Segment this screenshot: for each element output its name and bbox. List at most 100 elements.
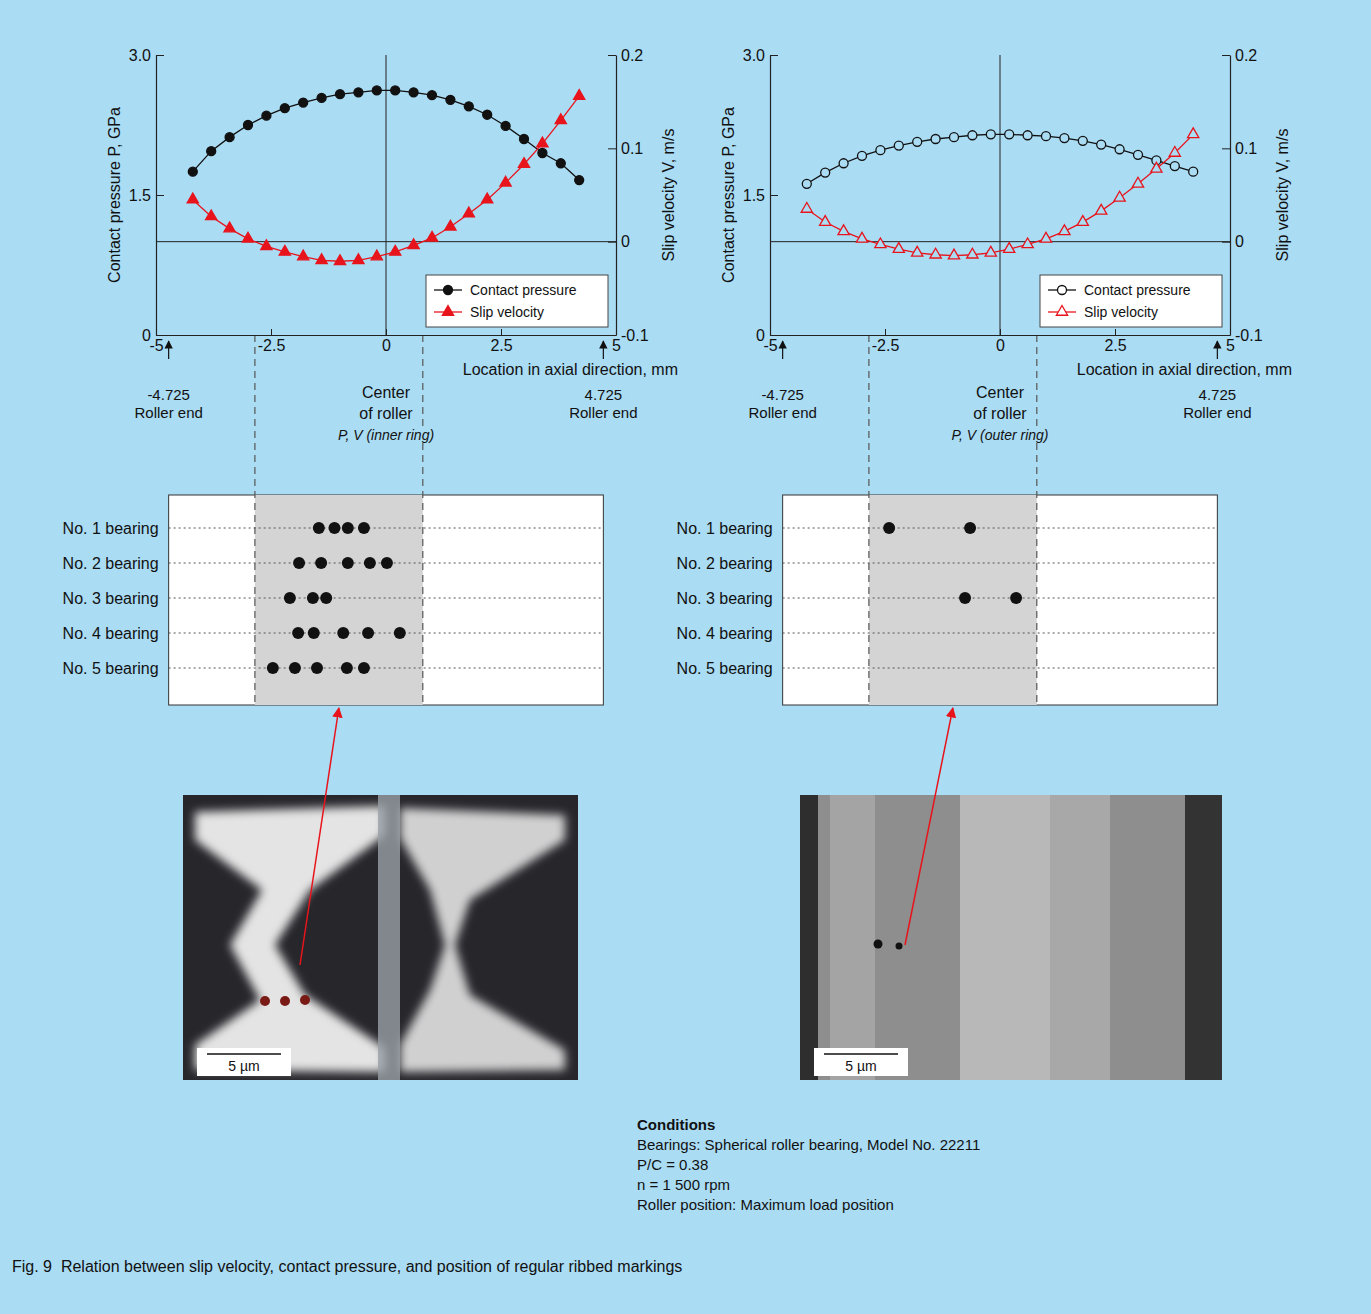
text-patch [974,384,1027,401]
tick-mark [1222,335,1230,336]
annotation: Roller end [1183,404,1251,421]
tick-mark [608,148,616,149]
point [334,255,345,265]
row-label: No. 3 bearing [677,590,773,607]
marking-dot [358,522,370,534]
point [1170,162,1179,171]
chart: No. 1 bearingNo. 2 bearingNo. 3 bearingN… [677,47,1294,705]
tick: 0 [142,327,164,344]
point [1077,216,1088,226]
tick-mark [608,335,616,336]
axis-line [771,335,1231,336]
annotation: Center [976,384,1025,401]
legend-box [426,275,608,327]
axis-title: Slip velocity V, m/s [660,129,677,262]
tick-label: 2.5 [1104,337,1126,354]
tick-label: 3.0 [743,47,765,64]
marking-dot [381,557,393,569]
point [188,167,197,176]
point [279,245,290,255]
photo-shape [280,996,290,1006]
text-patch [567,404,639,421]
row-line [783,528,1218,529]
marking-dot [320,592,332,604]
point [876,146,885,155]
tick-label: 1.5 [129,187,151,204]
point [483,110,492,119]
row-label: No. 2 bearing [677,555,773,572]
tick-mark [608,55,616,56]
text-patch [132,404,204,421]
point [518,158,529,168]
markings-panel [169,495,604,705]
point [224,222,235,232]
point [187,193,198,203]
series-line [193,90,579,180]
photo [800,795,1222,1080]
photo-shape [800,795,818,1080]
tick: 2.5 [490,329,512,354]
point [446,95,455,104]
conditions-title: Conditions [637,1116,715,1133]
point [1059,225,1070,235]
point [501,121,510,130]
point [985,246,996,256]
point [1022,238,1033,248]
point [299,98,308,107]
point [1115,145,1124,154]
photo-shape [300,995,310,1005]
tick: -2.5 [258,329,286,354]
axis-title: Location in axial direction, mm [1077,361,1292,378]
tick-label: -0.1 [1235,327,1263,344]
marking-dot [341,662,353,674]
point [464,102,473,111]
marking-zone [869,495,1037,705]
text-patch [583,386,625,403]
point [1188,128,1199,138]
axis-line [157,335,617,336]
legend-marker [444,286,453,295]
axis-line [616,56,617,336]
background [0,0,1371,1314]
tick-label: 0 [756,327,765,344]
tick-mark [770,335,778,336]
tick-mark [1222,55,1230,56]
series-line [193,96,579,261]
marking-dot [362,627,374,639]
axis: -5-2.502.55 [149,329,621,354]
point [207,147,216,156]
annotation: Center [362,384,411,401]
tick: 0.1 [608,140,643,157]
annotation: P, V (outer ring) [951,427,1048,443]
point [1096,204,1107,214]
legend-marker [1056,305,1067,315]
dashed-line [868,335,869,705]
axis: -0.100.10.2 [608,47,649,344]
row-label: No. 2 bearing [63,555,159,572]
point [206,210,217,220]
point [1134,150,1143,159]
tick: 3.0 [129,47,164,64]
legend: Contact pressureSlip velocity [426,275,608,327]
point [242,232,253,242]
tick-label: 5 [1226,337,1235,354]
annotation: of roller [973,405,1027,422]
point [986,130,995,139]
dashed-line [254,335,255,705]
caption: Fig. 9 Relation between slip velocity, c… [12,1258,682,1275]
point [856,232,867,242]
tick-label: 5 [612,337,621,354]
annotation: Roller end [748,404,816,421]
marking-dot [307,592,319,604]
marking-dot [364,557,376,569]
annotation: Roller end [569,404,637,421]
point [820,216,831,226]
tick: -0.1 [608,327,649,344]
point [538,149,547,158]
tick: 0 [382,329,391,354]
point [372,86,381,95]
marking-dot [959,592,971,604]
row-label: No. 5 bearing [63,660,159,677]
point [967,248,978,258]
tick: 3.0 [743,47,778,64]
